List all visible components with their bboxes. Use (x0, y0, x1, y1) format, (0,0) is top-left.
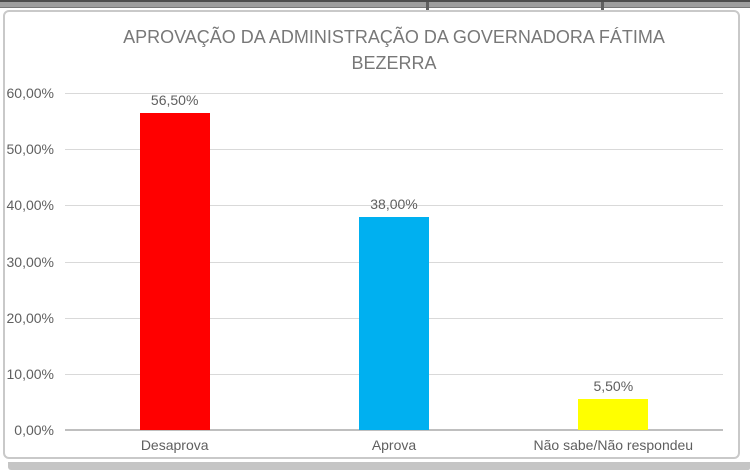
y-axis-tick-label: 10,00% (6, 365, 54, 382)
cell-border-divider (601, 2, 604, 10)
x-axis-category-label: Desaprova (140, 437, 209, 453)
y-gridline (65, 205, 723, 207)
data-label: 5,50% (593, 378, 634, 395)
chart-title-text: APROVAÇÃO DA ADMINISTRAÇÃO DA GOVERNADOR… (123, 27, 665, 73)
data-label: 38,00% (370, 195, 418, 212)
bar-aprova (359, 216, 429, 430)
y-axis-tick-label: 30,00% (6, 253, 54, 270)
y-axis-tick-label: 50,00% (6, 141, 54, 158)
y-axis-tick-label: 20,00% (6, 309, 54, 326)
bar-desaprova (139, 112, 210, 430)
y-axis-tick-label: 40,00% (6, 197, 54, 214)
chart-frame-shadow (8, 462, 750, 470)
x-axis-line (65, 429, 723, 431)
spreadsheet-row-edge (0, 0, 750, 10)
x-axis-category-label: Não sabe/Não respondeu (533, 437, 694, 453)
x-axis-category-label: Aprova (371, 437, 417, 453)
y-gridline (65, 93, 723, 94)
bar-n-o-sabe-n-o-respondeu (578, 399, 649, 430)
cell-border-divider (426, 2, 429, 10)
y-axis-tick-label: 60,00% (6, 85, 54, 101)
chart-title: APROVAÇÃO DA ADMINISTRAÇÃO DA GOVERNADOR… (65, 24, 723, 76)
y-gridline (65, 149, 723, 151)
y-axis-tick-label: 0,00% (14, 422, 54, 438)
data-label: 56,50% (150, 91, 199, 108)
